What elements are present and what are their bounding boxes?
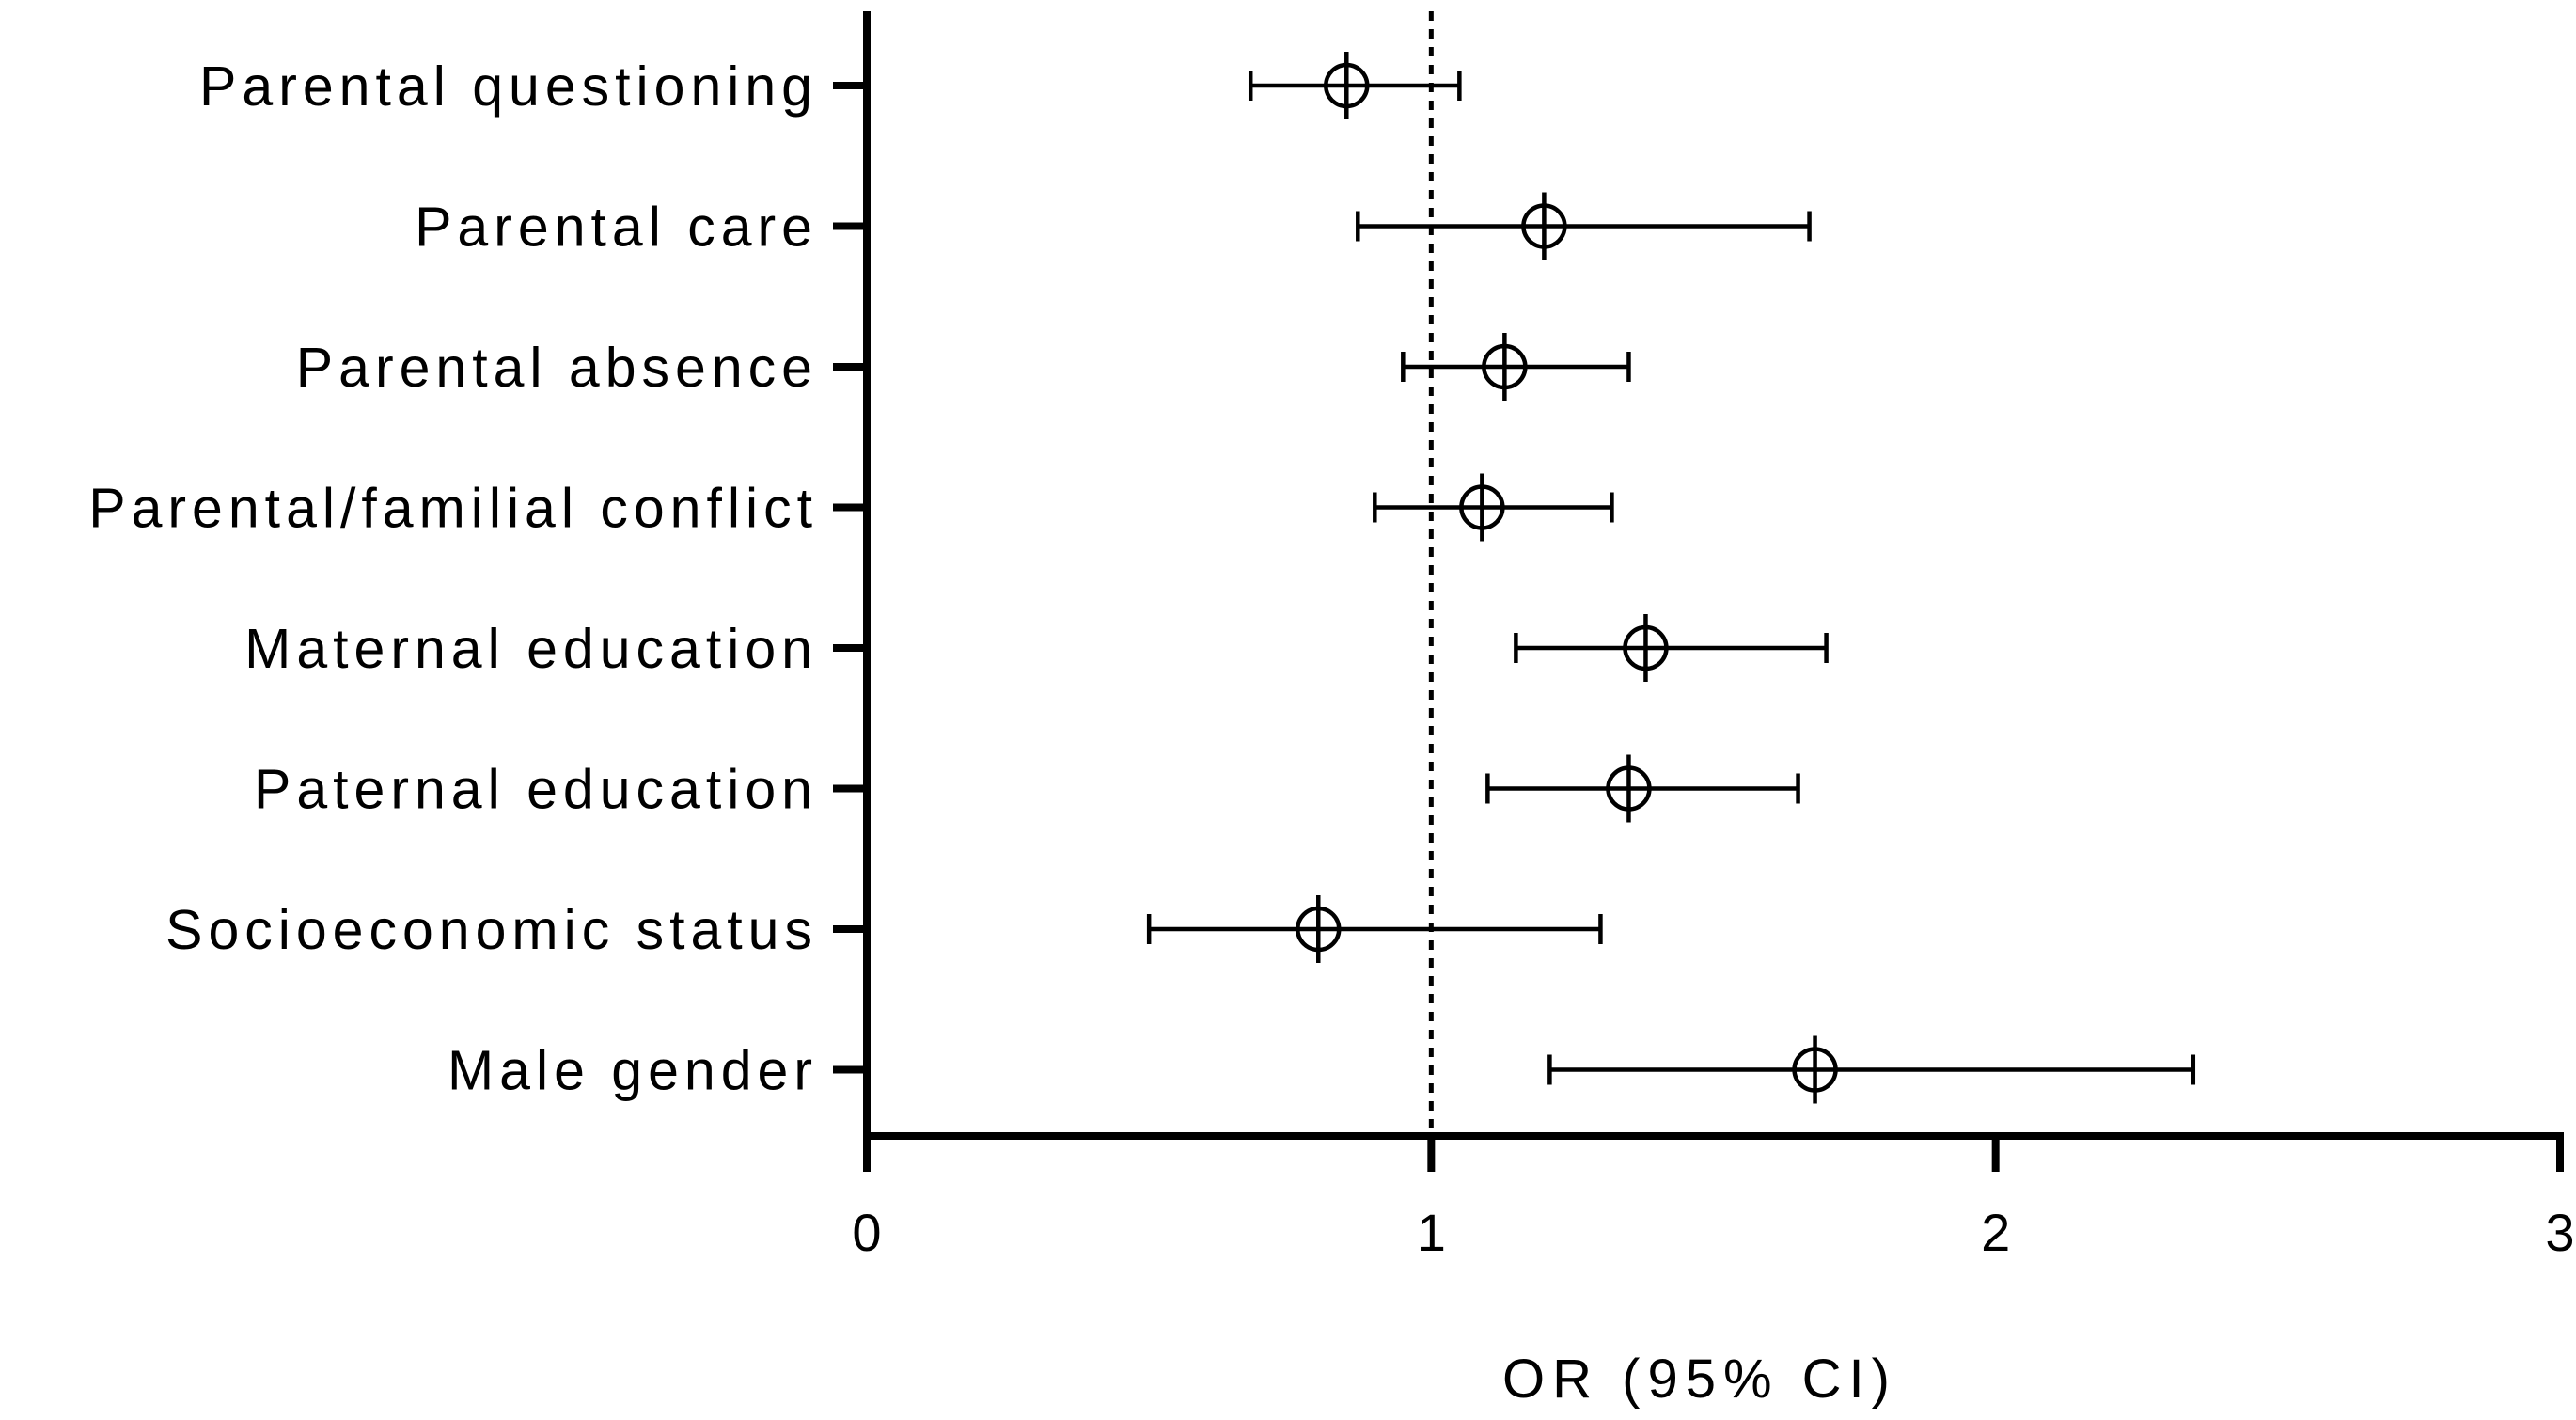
x-tick-label: 0 [852, 1203, 881, 1262]
category-label: Maternal education [244, 618, 818, 680]
plot-marks [1146, 11, 2196, 1136]
x-tick-label: 3 [2545, 1203, 2574, 1262]
category-label: Socioeconomic status [165, 899, 818, 961]
x-tick-label: 2 [1981, 1203, 2010, 1262]
category-label: Paternal education [254, 759, 818, 821]
category-label: Male gender [448, 1040, 818, 1102]
category-label: Parental questioning [199, 55, 818, 118]
category-label: Parental absence [296, 337, 818, 399]
labels: 0 1 2 3 Parental questioning Parental care Par… [88, 55, 2574, 1262]
category-label: Parental/familial conflict [88, 478, 818, 540]
x-tick-label: 1 [1417, 1203, 1446, 1262]
x-axis-title: OR (95% CI) [1502, 1349, 1897, 1410]
axes [833, 11, 2564, 1172]
category-label: Parental care [415, 197, 818, 259]
